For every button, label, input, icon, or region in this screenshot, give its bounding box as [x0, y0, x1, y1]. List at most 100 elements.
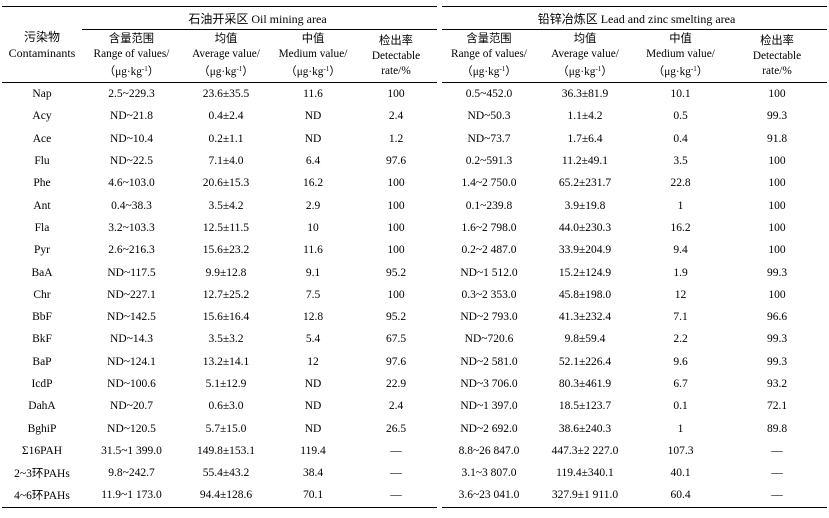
lead-detectable-rate-cell: 99.3	[766, 110, 788, 123]
contaminant-name: 2~3环PAHs	[14, 468, 70, 481]
oil-average-cell: 15.6±23.2	[202, 244, 250, 257]
table-row: Acy ND~21.8 0.4±2.4 ND 2.4 ND~50.3 1.1±4.2 0.5 9…	[2, 105, 827, 127]
contaminant-name: Fla	[34, 221, 50, 234]
lead-detectable-rate-cell: 100	[768, 177, 786, 190]
lead-median-cell: 107.3	[667, 444, 694, 457]
lead-detectable-rate-cell: 100	[768, 244, 786, 257]
lead-average-cell: 1.1±4.2	[567, 110, 603, 123]
oil-range-cell: 4.6~103.0	[108, 177, 155, 190]
oil-detectable-rate-cell: —	[390, 444, 402, 457]
oil-range-cell: ND~14.3	[110, 333, 153, 346]
lead-median-header: 中值 Medium value/ （μg·kg-1）	[634, 29, 727, 83]
contaminant-name: BaP	[32, 355, 52, 368]
lead-median-cell: 22.8	[670, 177, 691, 190]
oil-range-cell: ND~142.5	[107, 311, 156, 324]
lead-range-cell: 8.8~26 847.0	[458, 444, 520, 457]
oil-average-cell: 20.6±15.3	[202, 177, 250, 190]
oil-median-cell: 7.5	[305, 288, 321, 301]
oil-detectable-rate-cell: 100	[387, 88, 405, 101]
lead-detectable-rate-cell: 100	[768, 288, 786, 301]
oil-median-cell: ND	[304, 378, 322, 390]
oil-median-cell: 119.4	[300, 444, 326, 457]
lead-detectable-rate-cell: 100	[768, 88, 786, 101]
lead-median-cell: 9.4	[673, 244, 688, 257]
oil-range-cell: 2.6~216.3	[108, 244, 155, 257]
oil-detectable-rate-cell: 97.6	[385, 155, 407, 168]
lead-average-cell: 38.6±240.3	[558, 422, 612, 435]
lead-range-cell: ND~2 692.0	[460, 422, 518, 435]
oil-detectable-rate-cell: 100	[387, 199, 405, 212]
lead-range-cell: 3.6~23 041.0	[442, 484, 536, 508]
oil-average-header: 均值 Average value/ （μg·kg-1）	[181, 29, 271, 83]
oil-median-cell: ND	[304, 400, 322, 413]
table-row: 4~6环PAHs 11.9~1 173.0 94.4±128.6 70.1—3.6~2…	[2, 484, 828, 508]
contaminant-name: Ace	[32, 132, 52, 145]
table-row: Nap 2.5~229.3 23.6±35.5 11.6 100 0.5~452.0 36.…	[2, 83, 827, 106]
lead-average-cell: 9.8±59.4	[564, 333, 606, 346]
lead-range-cell: ND~1 397.0	[460, 400, 518, 413]
oil-median-cell: 11.6	[303, 88, 323, 101]
oil-median-cell: ND	[304, 110, 322, 123]
lead-average-cell: 52.1±226.4	[558, 355, 612, 368]
lead-range-cell: 1.6~2 798.0	[461, 221, 517, 234]
lead-average-cell: 119.4±340.1	[556, 467, 614, 480]
table-row: Fla 3.2~103.3 12.5±11.5 10 100 1.6~2 798.0 44.…	[2, 217, 827, 239]
lead-range-header: 含量范围 Range of values/ （μg·kg-1）	[442, 29, 536, 83]
lead-average-cell: 327.9±1 911.0	[536, 484, 634, 508]
oil-detectable-rate-cell: 100	[387, 288, 405, 301]
lead-range-cell: 3.1~3 807.0	[461, 467, 517, 480]
lead-median-cell: 9.6	[673, 355, 688, 368]
table-row: Chr ND~227.1 12.7±25.2 7.5 100 0.3~2 353.0 45.…	[2, 284, 827, 306]
oil-range-cell: ND~117.5	[107, 266, 156, 279]
table-row: BaP ND~124.1 13.2±14.1 12 97.6 ND~2 581.0 52.1…	[2, 351, 827, 373]
lead-range-cell: ND~1 512.0	[460, 266, 518, 279]
oil-average-cell: 5.1±12.9	[205, 378, 247, 390]
oil-median-cell: ND	[304, 132, 322, 145]
lead-detectable-rate-cell: 89.8	[766, 422, 788, 435]
table-row: BbF ND~142.5 15.6±16.4 12.8 95.2 ND~2 793.0 41…	[2, 306, 827, 328]
oil-median-cell: 10	[307, 221, 319, 234]
lead-median-cell: 12	[674, 288, 687, 301]
oil-range-cell: 3.2~103.3	[108, 221, 155, 234]
oil-detectable-rate-cell: 2.4	[388, 400, 404, 413]
contaminant-name: Phe	[33, 177, 51, 190]
oil-average-cell: 12.7±25.2	[202, 288, 250, 301]
oil-detectable-rate-cell: 97.6	[385, 355, 407, 368]
contaminant-name: BghiP	[27, 422, 57, 435]
lead-range-cell: ND~2 581.0	[460, 355, 518, 368]
oil-average-cell: 12.5±11.5	[202, 221, 250, 234]
table-row: BaA ND~117.5 9.9±12.8 9.1 95.2 ND~1 512.0 15.2…	[2, 261, 827, 283]
oil-median-cell: 12.8	[302, 311, 324, 324]
lead-range-cell: ND~50.3	[467, 110, 511, 123]
oil-median-header: 中值 Medium value/ （μg·kg-1）	[271, 29, 355, 83]
contaminant-name: Pyr	[34, 244, 50, 257]
lead-median-cell: 0.5	[673, 110, 688, 123]
oil-range-cell: ND~20.7	[110, 400, 153, 413]
lead-zinc-group-header: 铅锌冶炼区 Lead and zinc smelting area	[442, 6, 828, 30]
oil-average-cell: 9.9±12.8	[205, 266, 247, 279]
oil-range-cell: 31.5~1 399.0	[101, 444, 162, 457]
oil-average-cell: 55.4±43.2	[202, 467, 250, 480]
lead-median-cell: 60.4	[634, 484, 727, 508]
oil-detectable-rate-cell: 95.2	[385, 311, 407, 324]
lead-average-cell: 18.5±123.7	[558, 400, 612, 413]
lead-average-cell: 41.3±232.4	[558, 311, 612, 324]
oil-range-cell: 9.8~242.7	[108, 467, 155, 480]
oil-range-cell: ND~100.6	[107, 378, 156, 390]
lead-median-cell: 3.5	[673, 155, 688, 168]
lead-median-cell: 40.1	[670, 467, 691, 480]
oil-detectable-rate-cell: 100	[387, 177, 405, 190]
oil-range-cell: ND~10.4	[110, 132, 153, 145]
lead-median-cell: 6.7	[673, 378, 688, 390]
oil-range-cell: ND~120.5	[107, 422, 156, 435]
lead-detectable-rate-cell: —	[771, 444, 783, 457]
lead-range-cell: ND~73.7	[467, 132, 511, 145]
oil-average-cell: 15.6±16.4	[202, 311, 250, 324]
contaminant-name: 4~6环PAHs	[2, 484, 82, 508]
oil-median-cell: 11.6	[303, 244, 323, 257]
lead-detectable-rate-cell: —	[771, 467, 783, 480]
contaminant-name: Flu	[34, 155, 50, 168]
contaminant-name: Chr	[33, 288, 51, 301]
table-row: Ace ND~10.4 0.2±1.1 ND 1.2 ND~73.7 1.7±6.4 0.4 9…	[2, 128, 827, 150]
